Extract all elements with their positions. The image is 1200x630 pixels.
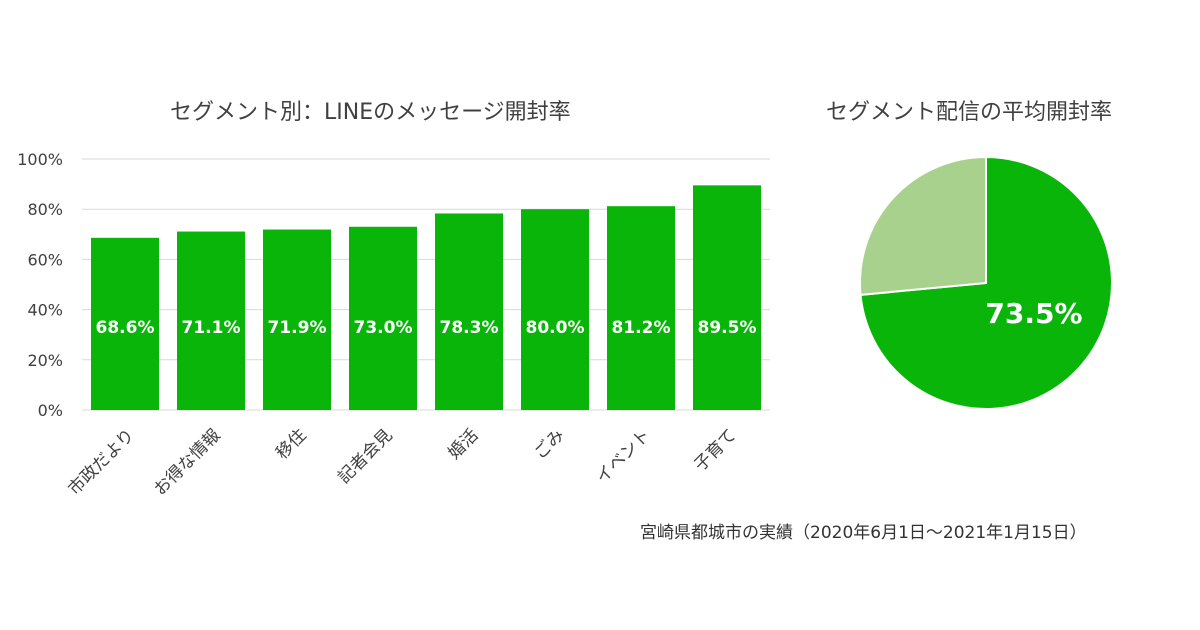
bar-value-label: 73.0% <box>354 318 413 338</box>
bar <box>607 206 675 410</box>
bar-value-label: 71.1% <box>182 318 241 338</box>
x-category-label: 記者会見 <box>334 425 396 487</box>
source-footnote: 宮崎県都城市の実績（2020年6月1日～2021年1月15日） <box>640 523 1087 543</box>
bar <box>91 237 159 410</box>
bar-value-label: 71.9% <box>268 318 327 338</box>
bar <box>263 229 331 410</box>
bar <box>177 231 245 410</box>
bar <box>693 185 761 410</box>
bar-value-label: 80.0% <box>526 318 585 338</box>
pie-value-label: 73.5% <box>985 297 1082 330</box>
bar-value-label: 78.3% <box>440 318 499 338</box>
x-category-label: 子育て <box>690 425 740 475</box>
bar <box>521 209 589 410</box>
bar-value-label: 68.6% <box>96 318 155 338</box>
y-tick-label: 20% <box>27 351 63 370</box>
y-tick-label: 100% <box>17 150 63 169</box>
bar <box>435 213 503 410</box>
x-category-label: 婚活 <box>444 425 482 463</box>
y-tick-label: 40% <box>27 301 63 320</box>
bar <box>349 226 417 410</box>
bar-chart-title: セグメント別：LINEのメッセージ開封率 <box>170 100 571 125</box>
y-tick-label: 60% <box>27 250 63 269</box>
x-category-label: ごみ <box>530 425 568 463</box>
y-tick-label: 0% <box>38 401 63 420</box>
pie-chart-title: セグメント配信の平均開封率 <box>826 100 1113 125</box>
x-category-label: イベント <box>592 425 654 487</box>
bar-value-label: 89.5% <box>698 318 757 338</box>
pie-slice <box>859 155 987 296</box>
x-category-label: 市政だより <box>65 425 139 499</box>
y-tick-label: 80% <box>27 200 63 219</box>
bar-value-label: 81.2% <box>612 318 671 338</box>
x-category-label: 移住 <box>272 425 310 463</box>
x-category-label: お得な情報 <box>150 425 224 499</box>
